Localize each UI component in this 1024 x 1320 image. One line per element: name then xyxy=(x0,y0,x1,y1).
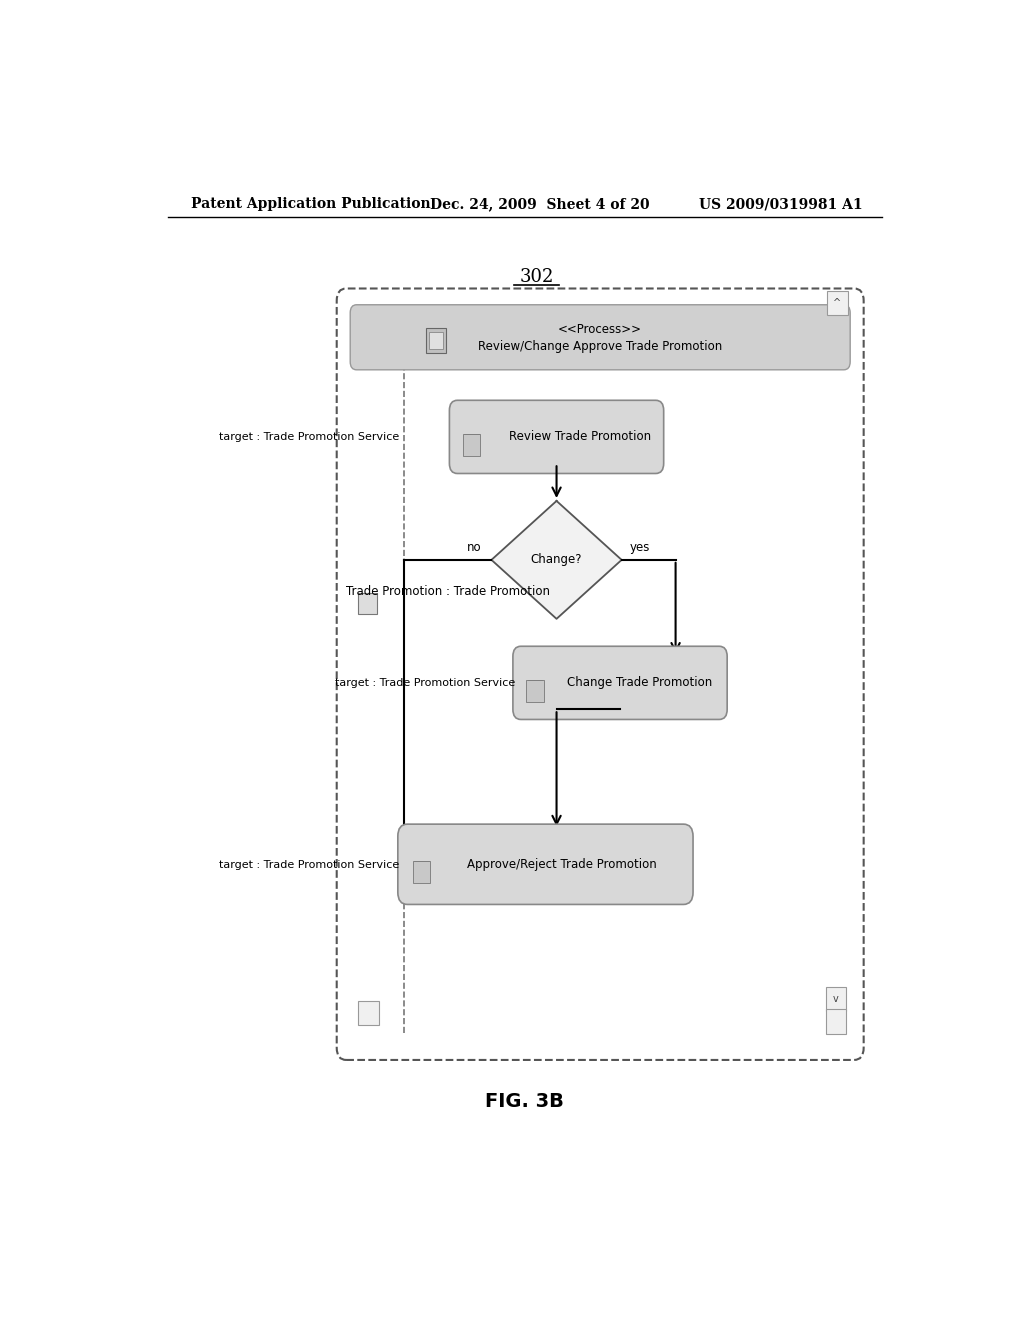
Polygon shape xyxy=(492,500,622,619)
FancyBboxPatch shape xyxy=(827,290,848,315)
Text: Patent Application Publication: Patent Application Publication xyxy=(191,197,431,211)
Text: Trade Promotion : Trade Promotion: Trade Promotion : Trade Promotion xyxy=(346,585,550,598)
Text: <<Process>>: <<Process>> xyxy=(558,322,642,335)
FancyBboxPatch shape xyxy=(825,987,846,1011)
FancyBboxPatch shape xyxy=(528,680,543,696)
Text: Change?: Change? xyxy=(530,553,583,566)
Text: ^: ^ xyxy=(834,298,842,308)
FancyBboxPatch shape xyxy=(429,333,443,350)
Text: yes: yes xyxy=(630,541,650,554)
FancyBboxPatch shape xyxy=(825,1008,846,1034)
FancyBboxPatch shape xyxy=(426,329,446,352)
Text: FIG. 3B: FIG. 3B xyxy=(485,1092,564,1111)
FancyBboxPatch shape xyxy=(450,400,664,474)
FancyBboxPatch shape xyxy=(513,647,727,719)
FancyBboxPatch shape xyxy=(358,594,377,614)
Text: Approve/Reject Trade Promotion: Approve/Reject Trade Promotion xyxy=(467,858,656,871)
FancyBboxPatch shape xyxy=(413,861,430,883)
FancyBboxPatch shape xyxy=(350,305,850,370)
FancyBboxPatch shape xyxy=(465,434,479,450)
Text: Change Trade Promotion: Change Trade Promotion xyxy=(567,676,713,689)
Text: Review/Change Approve Trade Promotion: Review/Change Approve Trade Promotion xyxy=(478,341,722,352)
Text: target : Trade Promotion Service: target : Trade Promotion Service xyxy=(219,859,399,870)
Text: Review Trade Promotion: Review Trade Promotion xyxy=(509,430,651,444)
FancyBboxPatch shape xyxy=(526,680,544,702)
Text: US 2009/0319981 A1: US 2009/0319981 A1 xyxy=(699,197,863,211)
Text: v: v xyxy=(833,994,839,1005)
Text: 302: 302 xyxy=(519,268,554,286)
FancyBboxPatch shape xyxy=(358,1001,379,1026)
Text: Dec. 24, 2009  Sheet 4 of 20: Dec. 24, 2009 Sheet 4 of 20 xyxy=(430,197,649,211)
FancyBboxPatch shape xyxy=(463,434,480,457)
Text: target : Trade Promotion Service: target : Trade Promotion Service xyxy=(335,678,515,688)
FancyBboxPatch shape xyxy=(397,824,693,904)
Text: target : Trade Promotion Service: target : Trade Promotion Service xyxy=(219,432,399,442)
FancyBboxPatch shape xyxy=(415,861,429,876)
FancyBboxPatch shape xyxy=(337,289,863,1060)
Text: no: no xyxy=(467,541,482,554)
